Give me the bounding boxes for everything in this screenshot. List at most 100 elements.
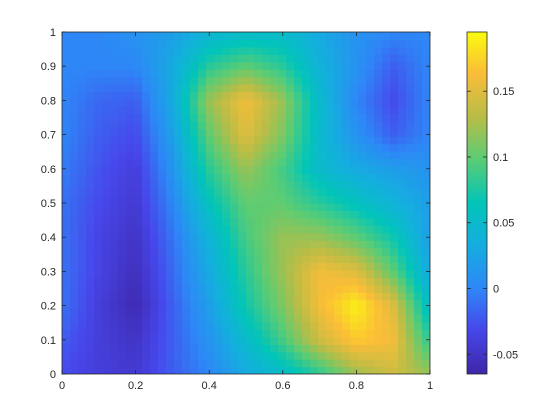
heatmap-cell [190, 136, 199, 145]
heatmap-cell [238, 269, 247, 278]
heatmap-cell [334, 262, 343, 271]
heatmap-cell [278, 150, 287, 159]
heatmap-cell [326, 217, 335, 226]
heatmap-cell [150, 150, 159, 159]
heatmap-cell [270, 46, 279, 55]
heatmap-cell [78, 158, 87, 167]
heatmap-cell [270, 336, 279, 345]
heatmap-cell [262, 329, 271, 338]
heatmap-cell [366, 314, 375, 323]
heatmap-cell [206, 54, 215, 63]
heatmap-cell [342, 359, 351, 368]
heatmap-cell [406, 232, 415, 241]
heatmap-cell [326, 299, 335, 308]
heatmap-cell [206, 46, 215, 55]
heatmap-cell [134, 329, 143, 338]
heatmap-cell [222, 307, 231, 316]
heatmap-cell [278, 158, 287, 167]
heatmap-cell [390, 277, 399, 286]
heatmap-cell [310, 240, 319, 249]
heatmap-cell [142, 46, 151, 55]
heatmap-cell [414, 158, 423, 167]
heatmap-cell [286, 165, 295, 174]
heatmap-cell [294, 351, 303, 360]
heatmap-cell [374, 284, 383, 293]
heatmap-cell [102, 98, 111, 107]
heatmap-cell [374, 180, 383, 189]
heatmap-cell [174, 336, 183, 345]
heatmap-cell [134, 240, 143, 249]
heatmap-cell [70, 84, 79, 93]
heatmap-cell [286, 150, 295, 159]
heatmap-cell [94, 217, 103, 226]
heatmap-cell [166, 299, 175, 308]
heatmap-cell [238, 143, 247, 152]
heatmap-cell [358, 136, 367, 145]
heatmap-cell [230, 113, 239, 122]
heatmap-cell [142, 232, 151, 241]
heatmap-cell [406, 98, 415, 107]
heatmap-cell [246, 240, 255, 249]
heatmap-cell [358, 255, 367, 264]
heatmap-cell [382, 203, 391, 212]
heatmap-cell [262, 247, 271, 256]
heatmap-cell [342, 143, 351, 152]
heatmap-cell [390, 247, 399, 256]
heatmap-cell [142, 150, 151, 159]
heatmap-cell [142, 277, 151, 286]
heatmap-cell [374, 158, 383, 167]
heatmap-cell [214, 277, 223, 286]
heatmap-cell [94, 91, 103, 100]
heatmap-cell [310, 232, 319, 241]
heatmap-cell [334, 98, 343, 107]
heatmap-cell [366, 150, 375, 159]
heatmap-cell [246, 203, 255, 212]
heatmap-cell [182, 307, 191, 316]
heatmap-cell [254, 113, 263, 122]
heatmap-cell [294, 113, 303, 122]
heatmap-cell [118, 277, 127, 286]
heatmap-cell [270, 225, 279, 234]
heatmap-cell [270, 69, 279, 78]
heatmap-cell [382, 321, 391, 330]
heatmap-cell [70, 106, 79, 115]
heatmap-cell [350, 91, 359, 100]
heatmap-cell [406, 240, 415, 249]
heatmap-cell [342, 98, 351, 107]
heatmap-cell [78, 54, 87, 63]
heatmap-cell [334, 203, 343, 212]
heatmap-cell [294, 269, 303, 278]
heatmap-cell [86, 128, 95, 137]
heatmap-cell [334, 54, 343, 63]
heatmap-cell [126, 32, 135, 41]
heatmap-cell [182, 262, 191, 271]
heatmap-cell [414, 61, 423, 70]
heatmap-cell [278, 84, 287, 93]
heatmap-cell [214, 69, 223, 78]
heatmap-cell [150, 46, 159, 55]
heatmap-cell [350, 210, 359, 219]
heatmap-cell [142, 262, 151, 271]
heatmap-cell [126, 54, 135, 63]
heatmap-cell [310, 299, 319, 308]
heatmap-cell [222, 91, 231, 100]
heatmap-cell [126, 217, 135, 226]
heatmap-cell [334, 336, 343, 345]
heatmap-cell [62, 165, 71, 174]
heatmap-cell [302, 113, 311, 122]
heatmap-cell [86, 173, 95, 182]
heatmap-cell [422, 39, 430, 48]
heatmap-cell [326, 203, 335, 212]
heatmap-cell [86, 69, 95, 78]
heatmap-cell [350, 173, 359, 182]
heatmap-cell [366, 217, 375, 226]
heatmap-cell [302, 314, 311, 323]
heatmap-cell [134, 292, 143, 301]
heatmap-cell [406, 128, 415, 137]
heatmap-cell [102, 344, 111, 353]
heatmap-cell [398, 76, 407, 85]
heatmap-cell [422, 329, 430, 338]
heatmap-cell [310, 292, 319, 301]
heatmap-cell [406, 329, 415, 338]
heatmap-cell [190, 232, 199, 241]
